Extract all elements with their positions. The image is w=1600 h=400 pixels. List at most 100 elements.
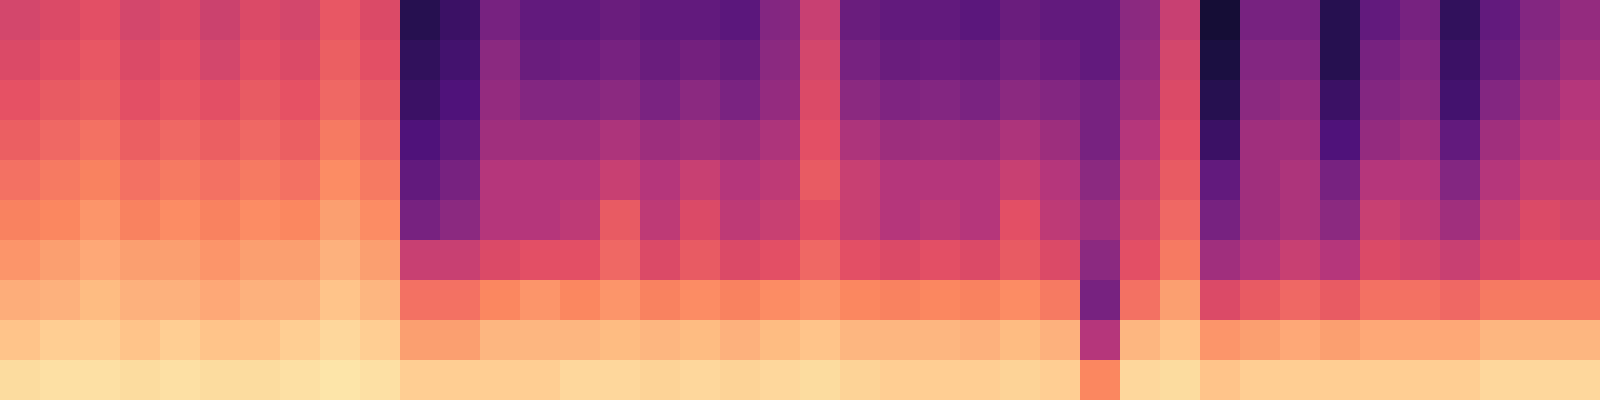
cell (680, 360, 721, 400)
cell (1160, 160, 1201, 201)
cell (160, 80, 201, 121)
cell (240, 0, 281, 41)
cell (720, 320, 761, 361)
cell (80, 280, 121, 321)
cell (520, 280, 561, 321)
cell (0, 40, 41, 81)
cell (1320, 80, 1361, 121)
cell (1200, 320, 1241, 361)
cell (1440, 200, 1481, 241)
cell (920, 200, 961, 241)
cell (840, 200, 881, 241)
cell (80, 0, 121, 41)
cell (680, 80, 721, 121)
cell (1120, 240, 1161, 281)
cell (480, 200, 521, 241)
cell (1040, 160, 1081, 201)
cell (1160, 360, 1201, 400)
cell (640, 320, 681, 361)
cell (120, 320, 161, 361)
cell (1160, 280, 1201, 321)
cell (280, 200, 321, 241)
cell (840, 80, 881, 121)
cell (480, 80, 521, 121)
cell (640, 360, 681, 400)
cell (280, 80, 321, 121)
cell (600, 160, 641, 201)
cell (1160, 320, 1201, 361)
cell (520, 40, 561, 81)
cell (200, 280, 241, 321)
cell (1240, 240, 1281, 281)
cell (1560, 240, 1600, 281)
cell (920, 240, 961, 281)
cell (1400, 80, 1441, 121)
cell (240, 120, 281, 161)
cell (600, 40, 641, 81)
cell (400, 40, 441, 81)
cell (1480, 320, 1521, 361)
cell (1360, 40, 1401, 81)
cell (600, 280, 641, 321)
cell (1240, 120, 1281, 161)
cell (760, 0, 801, 41)
cell (360, 80, 401, 121)
cell (1120, 200, 1161, 241)
cell (880, 280, 921, 321)
cell (560, 40, 601, 81)
cell (400, 280, 441, 321)
cell (1320, 0, 1361, 41)
cell (480, 320, 521, 361)
cell (720, 200, 761, 241)
cell (560, 0, 601, 41)
cell (640, 40, 681, 81)
cell (160, 0, 201, 41)
cell (1040, 40, 1081, 81)
cell (1560, 0, 1600, 41)
cell (1480, 80, 1521, 121)
cell (720, 120, 761, 161)
cell (120, 120, 161, 161)
cell (1240, 200, 1281, 241)
cell (1000, 200, 1041, 241)
cell (240, 40, 281, 81)
cell (1000, 160, 1041, 201)
cell (440, 320, 481, 361)
cell (160, 240, 201, 281)
cell (1520, 280, 1561, 321)
cell (1360, 200, 1401, 241)
cell (640, 240, 681, 281)
cell (1440, 320, 1481, 361)
cell (40, 200, 81, 241)
cell (1040, 280, 1081, 321)
cell (280, 40, 321, 81)
cell (1560, 80, 1600, 121)
cell (760, 360, 801, 400)
cell (120, 280, 161, 321)
cell (800, 80, 841, 121)
cell (1520, 360, 1561, 400)
cell (120, 240, 161, 281)
cell (200, 120, 241, 161)
cell (760, 120, 801, 161)
cell (1120, 80, 1161, 121)
cell (240, 80, 281, 121)
cell (120, 160, 161, 201)
cell (1080, 0, 1121, 41)
cell (720, 160, 761, 201)
cell (1120, 0, 1161, 41)
cell (1160, 40, 1201, 81)
cell (1360, 240, 1401, 281)
cell (1240, 280, 1281, 321)
cell (40, 280, 81, 321)
cell (360, 200, 401, 241)
cell (920, 280, 961, 321)
cell (480, 240, 521, 281)
cell (1520, 120, 1561, 161)
cell (40, 160, 81, 201)
cell (640, 0, 681, 41)
cell (720, 80, 761, 121)
cell (160, 320, 201, 361)
cell (720, 240, 761, 281)
cell (400, 160, 441, 201)
